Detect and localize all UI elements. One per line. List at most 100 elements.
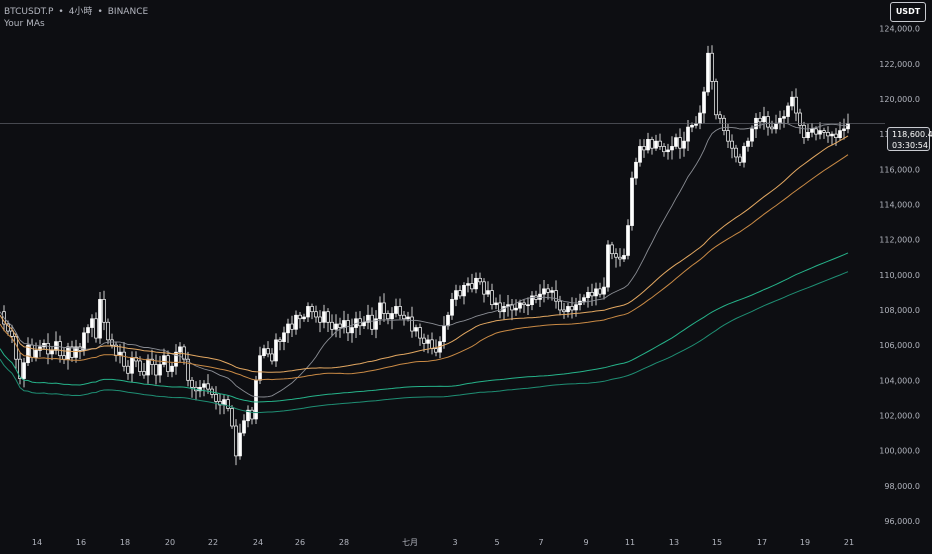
candle-body: [26, 344, 30, 364]
x-tick-label: 19: [800, 538, 810, 547]
candle-body: [646, 139, 650, 151]
candle-body: [330, 321, 334, 330]
candle-body: [838, 130, 842, 138]
y-tick-label: 98,000.0: [884, 482, 920, 491]
x-tick-label: 21: [844, 538, 854, 547]
candle-body: [714, 81, 718, 116]
separator: •: [58, 7, 64, 17]
candle-body: [202, 383, 206, 388]
candle-body: [614, 253, 618, 258]
candle-body: [758, 117, 762, 123]
candle-body: [38, 346, 42, 351]
candle-body: [690, 124, 694, 128]
exchange-label: BINANCE: [107, 7, 149, 17]
candle-body: [398, 306, 402, 316]
candle-body: [846, 123, 850, 130]
candle-body: [514, 307, 518, 311]
candle-body: [418, 327, 422, 339]
y-tick-label: 104,000.0: [879, 376, 920, 385]
y-tick-label: 116,000.0: [879, 165, 920, 174]
symbol-header: BTCUSDT.P • 4小時 • BINANCE: [4, 6, 148, 19]
candle-body: [186, 358, 190, 381]
y-tick-label: 100,000.0: [879, 447, 920, 456]
y-tick-label: 110,000.0: [879, 271, 920, 280]
x-tick-label: 13: [669, 538, 679, 547]
candle-body: [538, 293, 542, 300]
candle-body: [414, 327, 418, 332]
candle-body: [786, 105, 790, 117]
candle-body: [318, 316, 322, 323]
candle-body: [606, 244, 610, 288]
candle-body: [50, 350, 54, 355]
candle-body: [726, 130, 730, 142]
candle-body: [122, 351, 126, 367]
x-tick-label: 七月: [402, 538, 418, 547]
candle-body: [86, 327, 90, 334]
candle-body: [494, 302, 498, 306]
candle-body: [410, 316, 414, 332]
candle-body: [246, 409, 250, 422]
candle-body: [326, 311, 330, 323]
candle-body: [218, 401, 222, 406]
y-tick-label: 124,000.0: [879, 25, 920, 34]
candle-body: [642, 146, 646, 151]
candle-body: [34, 350, 38, 358]
candle-body: [162, 355, 166, 365]
candle-body: [334, 323, 338, 330]
candle-body: [214, 394, 218, 402]
last-price-value: 118,600.4: [892, 130, 932, 139]
candle-body: [206, 383, 210, 390]
candle-body: [470, 283, 474, 290]
candle-body: [706, 52, 710, 93]
candle-body: [182, 346, 186, 360]
x-tick-label: 16: [76, 538, 86, 547]
candle-body: [270, 353, 274, 362]
candle-body: [542, 288, 546, 295]
candle-body: [222, 399, 226, 406]
candle-body: [522, 302, 526, 306]
candle-body: [598, 288, 602, 295]
candle-body: [254, 379, 258, 420]
candle-body: [434, 348, 438, 353]
y-tick-label: 120,000.0: [879, 95, 920, 104]
interval-label[interactable]: 4小時: [68, 7, 93, 17]
candle-body: [590, 292, 594, 297]
candle-body: [378, 302, 382, 320]
candle-body: [782, 116, 786, 119]
x-tick-label: 20: [165, 538, 175, 547]
candle-body: [650, 139, 654, 149]
candle-body: [98, 299, 102, 339]
candle-body: [698, 112, 702, 124]
candle-body: [230, 408, 234, 427]
candle-body: [138, 360, 142, 372]
candle-body: [426, 339, 430, 344]
candle-body: [770, 126, 774, 130]
candle-body: [794, 96, 798, 114]
candle-body: [802, 124, 806, 138]
candle-body: [262, 348, 266, 357]
currency-button[interactable]: USDT: [890, 2, 926, 22]
candle-body: [290, 323, 294, 330]
candle-body: [150, 358, 154, 365]
candle-body: [158, 364, 162, 376]
candle-body: [530, 295, 534, 306]
candle-body: [526, 304, 530, 307]
candle-body: [622, 255, 626, 260]
candle-body: [822, 130, 826, 133]
candle-body: [670, 146, 674, 151]
candle-body: [154, 364, 158, 376]
candle-body: [658, 140, 662, 147]
candle-body: [146, 358, 150, 376]
candle-body: [634, 161, 638, 179]
candle-body: [774, 123, 778, 130]
x-tick-label: 28: [339, 538, 349, 547]
candle-body: [430, 339, 434, 349]
candle-body: [102, 299, 106, 323]
candle-body: [42, 343, 46, 348]
candle-body: [362, 321, 366, 327]
candle-body: [762, 116, 766, 123]
indicator-label[interactable]: Your MAs: [4, 19, 45, 29]
symbol-label[interactable]: BTCUSDT.P: [4, 7, 54, 17]
